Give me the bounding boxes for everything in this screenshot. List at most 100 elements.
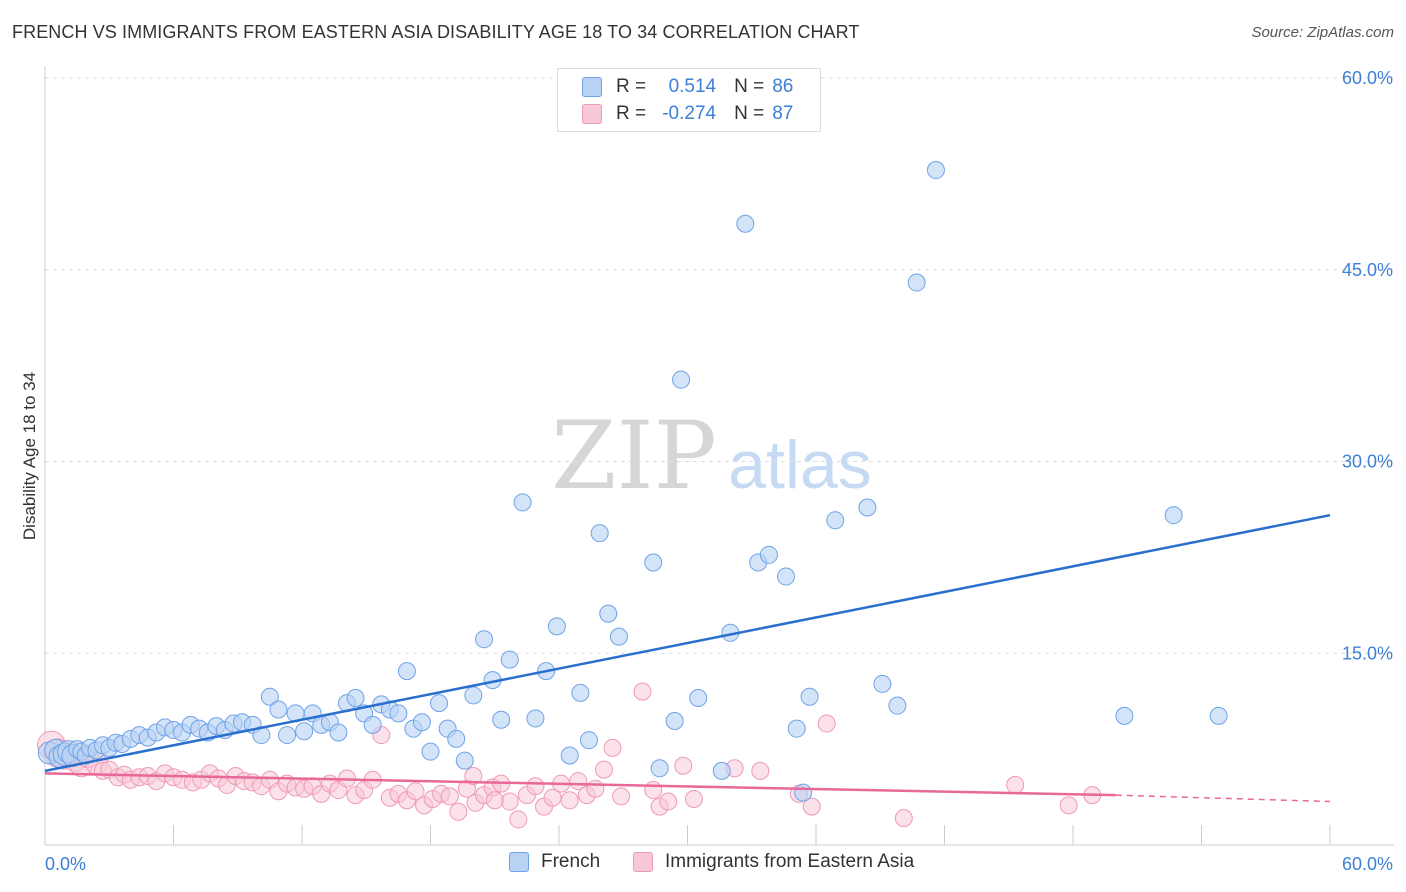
french-point [759, 545, 778, 564]
asia-point [586, 779, 605, 798]
legend-r-value: -0.274 [662, 103, 717, 124]
asia-trend-extension [1115, 794, 1331, 803]
french-point [397, 662, 416, 681]
legend-row-french: R = 0.514 N = 86 [582, 74, 793, 100]
legend-n-label: N = [734, 76, 765, 97]
asia-point [1006, 775, 1025, 794]
y-tick-label: 60.0% [1342, 68, 1393, 88]
asia-point [684, 789, 703, 808]
legend-r-label: R = [616, 76, 647, 97]
asia-point [406, 782, 425, 801]
french-point [787, 719, 806, 738]
french-point [712, 761, 731, 780]
french-point [800, 687, 819, 706]
legend-label: French [541, 851, 601, 872]
french-point [363, 715, 382, 734]
french-point [260, 687, 279, 706]
chart-title: FRENCH VS IMMIGRANTS FROM EASTERN ASIA D… [12, 22, 860, 42]
asia-point [751, 761, 770, 780]
french-point [492, 710, 511, 729]
french-point [858, 498, 877, 517]
asia-trend-line [44, 772, 1116, 797]
french-point [665, 712, 684, 731]
french-point [346, 688, 365, 707]
watermark: ZIP atlas [551, 402, 872, 511]
french-point [329, 723, 348, 742]
french-point [599, 604, 618, 623]
series-legend: French Immigrants from Eastern Asia [0, 851, 1406, 879]
legend-label: Immigrants from Eastern Asia [665, 851, 915, 872]
watermark-atlas: atlas [728, 427, 872, 503]
french-point [513, 493, 532, 512]
asia-point [464, 766, 483, 785]
french-point [650, 759, 669, 778]
stats-legend: R = 0.514 N = 86 R = -0.274 N = 87 [557, 68, 821, 132]
asia-point [633, 682, 652, 701]
french-point [736, 214, 755, 233]
asia-swatch [633, 852, 653, 872]
french-swatch [509, 852, 529, 872]
asia-point [509, 810, 528, 829]
asia-point [659, 792, 678, 811]
legend-item-asia[interactable]: Immigrants from Eastern Asia [633, 851, 914, 873]
y-tick-label: 45.0% [1342, 260, 1393, 280]
french-point [278, 726, 297, 745]
legend-n-value: 87 [772, 103, 794, 124]
source-credit: Source: ZipAtlas.com [1251, 24, 1394, 41]
french-point [412, 713, 431, 732]
french-point [455, 751, 474, 770]
french-point [644, 553, 663, 572]
french-point [826, 511, 845, 530]
french-point [1115, 706, 1134, 725]
asia-point [560, 791, 579, 810]
asia-point [674, 756, 693, 775]
french-point [547, 617, 566, 636]
french-point [926, 161, 945, 180]
french-point [888, 696, 907, 715]
french-point [672, 370, 691, 389]
french-point [430, 694, 449, 713]
asia-point [644, 781, 663, 800]
french-point [777, 567, 796, 586]
asia-point [543, 788, 562, 807]
french-swatch [582, 77, 602, 97]
french-point [907, 273, 926, 292]
french-point [579, 731, 598, 750]
y-tick-label: 30.0% [1342, 452, 1393, 472]
french-point [500, 650, 519, 669]
x-tick-label-max: 60.0% [1342, 854, 1393, 874]
legend-item-french[interactable]: French [509, 851, 600, 873]
legend-n-value: 86 [772, 76, 794, 97]
asia-point [526, 777, 545, 796]
french-point [475, 630, 494, 649]
french-point [590, 524, 609, 543]
asia-swatch [582, 104, 602, 124]
asia-point [449, 802, 468, 821]
french-point [464, 686, 483, 705]
legend-n-label: N = [734, 103, 765, 124]
french-point [689, 688, 708, 707]
asia-point [594, 760, 613, 779]
asia-point [485, 791, 504, 810]
watermark-zip: ZIP [551, 402, 717, 511]
asia-point [500, 792, 519, 811]
french-point [526, 709, 545, 728]
asia-point [802, 797, 821, 816]
french-point [571, 683, 590, 702]
french-point [447, 729, 466, 748]
legend-row-asia: R = -0.274 N = 87 [582, 101, 793, 127]
french-point [295, 722, 314, 741]
asia-point [612, 787, 631, 806]
french-point [269, 700, 288, 719]
y-tick-label: 15.0% [1342, 643, 1393, 663]
x-tick-label-min: 0.0% [45, 854, 86, 874]
legend-r-value: 0.514 [668, 76, 717, 97]
french-point [1164, 506, 1183, 525]
french-point [560, 746, 579, 765]
french-trend-line [44, 513, 1331, 773]
asia-point [894, 809, 913, 828]
legend-r-label: R = [616, 103, 647, 124]
french-point [389, 704, 408, 723]
french-point [609, 627, 628, 646]
